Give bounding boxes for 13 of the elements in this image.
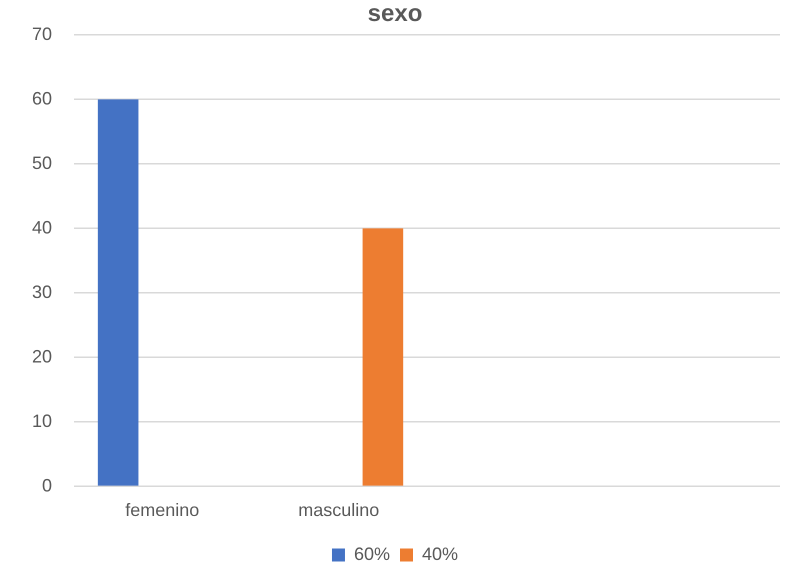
y-tick-label: 60 [32,88,52,108]
chart-title: sexo [368,0,422,28]
y-tick-label: 70 [32,24,52,44]
x-tick-label: masculino [298,500,380,520]
x-tick-label: femenino [125,500,200,520]
legend-label: 60% [354,544,390,564]
y-tick-label: 30 [32,282,52,302]
legend-label: 40% [422,544,458,564]
y-tick-label: 50 [32,152,52,173]
y-tick-label: 40 [32,217,52,238]
y-tick-label: 20 [32,346,52,366]
y-tick-label: 10 [32,410,52,431]
y-tick-label: 0 [42,475,52,496]
